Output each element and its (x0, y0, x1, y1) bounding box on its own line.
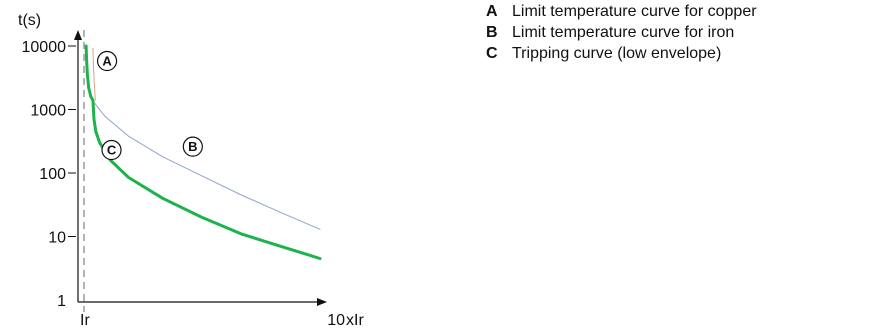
legend-item: A Limit temperature curve for copper (486, 3, 757, 24)
curve-marker-label: A (102, 54, 112, 69)
legend-text: Tripping curve (low envelope) (512, 45, 722, 62)
x-axis-arrow (317, 298, 327, 306)
y-tick-label: 10000 (22, 39, 67, 56)
curve-c (84, 44, 322, 260)
y-tick-label: 10 (48, 230, 66, 247)
curve-marker-a (96, 50, 118, 72)
legend: A Limit temperature curve for copper B Limi… (486, 3, 757, 66)
legend-item: C Tripping curve (low envelope) (486, 45, 757, 66)
legend-key: B (486, 24, 498, 41)
legend-text: Limit temperature curve for iron (512, 24, 735, 41)
legend-key: A (486, 3, 498, 20)
curve-b (90, 97, 321, 230)
x-tick-label: Ir (80, 312, 90, 329)
y-axis-title: t(s) (18, 12, 41, 29)
curve-marker-label: C (107, 143, 117, 158)
legend-text: Limit temperature curve for copper (512, 3, 757, 20)
curve-a (92, 47, 96, 101)
curve-marker-c (101, 139, 122, 161)
y-tick-label: 1000 (30, 103, 66, 120)
y-tick-label: 1 (57, 293, 66, 310)
legend-item: B Limit temperature curve for iron (486, 24, 757, 45)
x-axis-unit: xIr (346, 312, 364, 329)
curve-marker-b (182, 136, 203, 157)
legend-key: C (486, 45, 498, 62)
y-axis-arrow (74, 30, 82, 40)
curve-marker-label: B (188, 139, 197, 154)
y-tick-label: 100 (39, 166, 66, 183)
x-tick-label: 10 (327, 312, 345, 329)
